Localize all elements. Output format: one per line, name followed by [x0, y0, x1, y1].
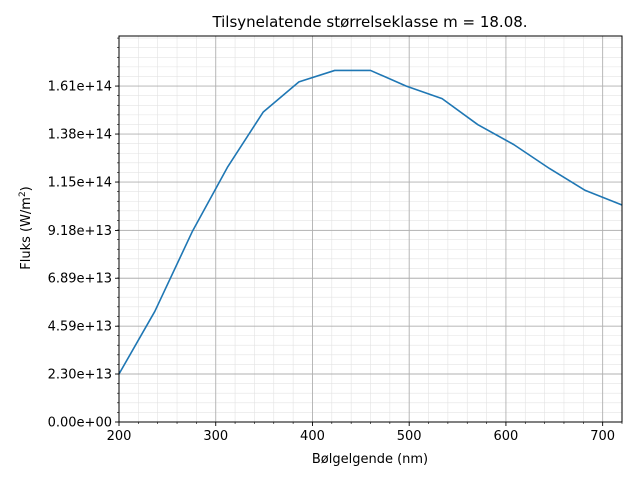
x-tick-label: 500	[397, 429, 422, 444]
y-axis-label-main: Fluks (W/m	[19, 197, 34, 270]
y-axis-label-close: )	[19, 186, 34, 191]
y-tick-label: 4.59e+13	[48, 320, 112, 335]
x-tick-label: 700	[590, 429, 615, 444]
y-axis-label-superscript: 2	[18, 191, 28, 197]
x-tick-label: 300	[203, 429, 228, 444]
x-tick-label: 600	[494, 429, 519, 444]
y-tick-label: 1.15e+14	[48, 176, 112, 191]
y-tick-label: 1.38e+14	[48, 128, 112, 143]
y-tick-label: 0.00e+00	[48, 416, 112, 431]
x-axis: 200 300 400 500 600 700	[107, 422, 623, 444]
x-axis-label: Bølgelgende (nm)	[312, 452, 428, 467]
x-tick-label: 200	[107, 429, 132, 444]
x-tick-label: 400	[300, 429, 325, 444]
series-line	[118, 69, 623, 375]
chart-title: Tilsynelatende størrelseklasse m = 18.08…	[211, 13, 527, 31]
y-tick-label: 9.18e+13	[48, 224, 112, 239]
series-layer	[118, 69, 623, 375]
y-tick-label: 2.30e+13	[48, 368, 112, 383]
y-tick-label: 6.89e+13	[48, 272, 112, 287]
y-axis: 0.00e+00 2.30e+13 4.59e+13 6.89e+13 9.18e+13…	[48, 37, 119, 431]
y-tick-label: 1.61e+14	[48, 80, 112, 95]
y-axis-label: Fluks (W/m2)	[18, 186, 34, 270]
